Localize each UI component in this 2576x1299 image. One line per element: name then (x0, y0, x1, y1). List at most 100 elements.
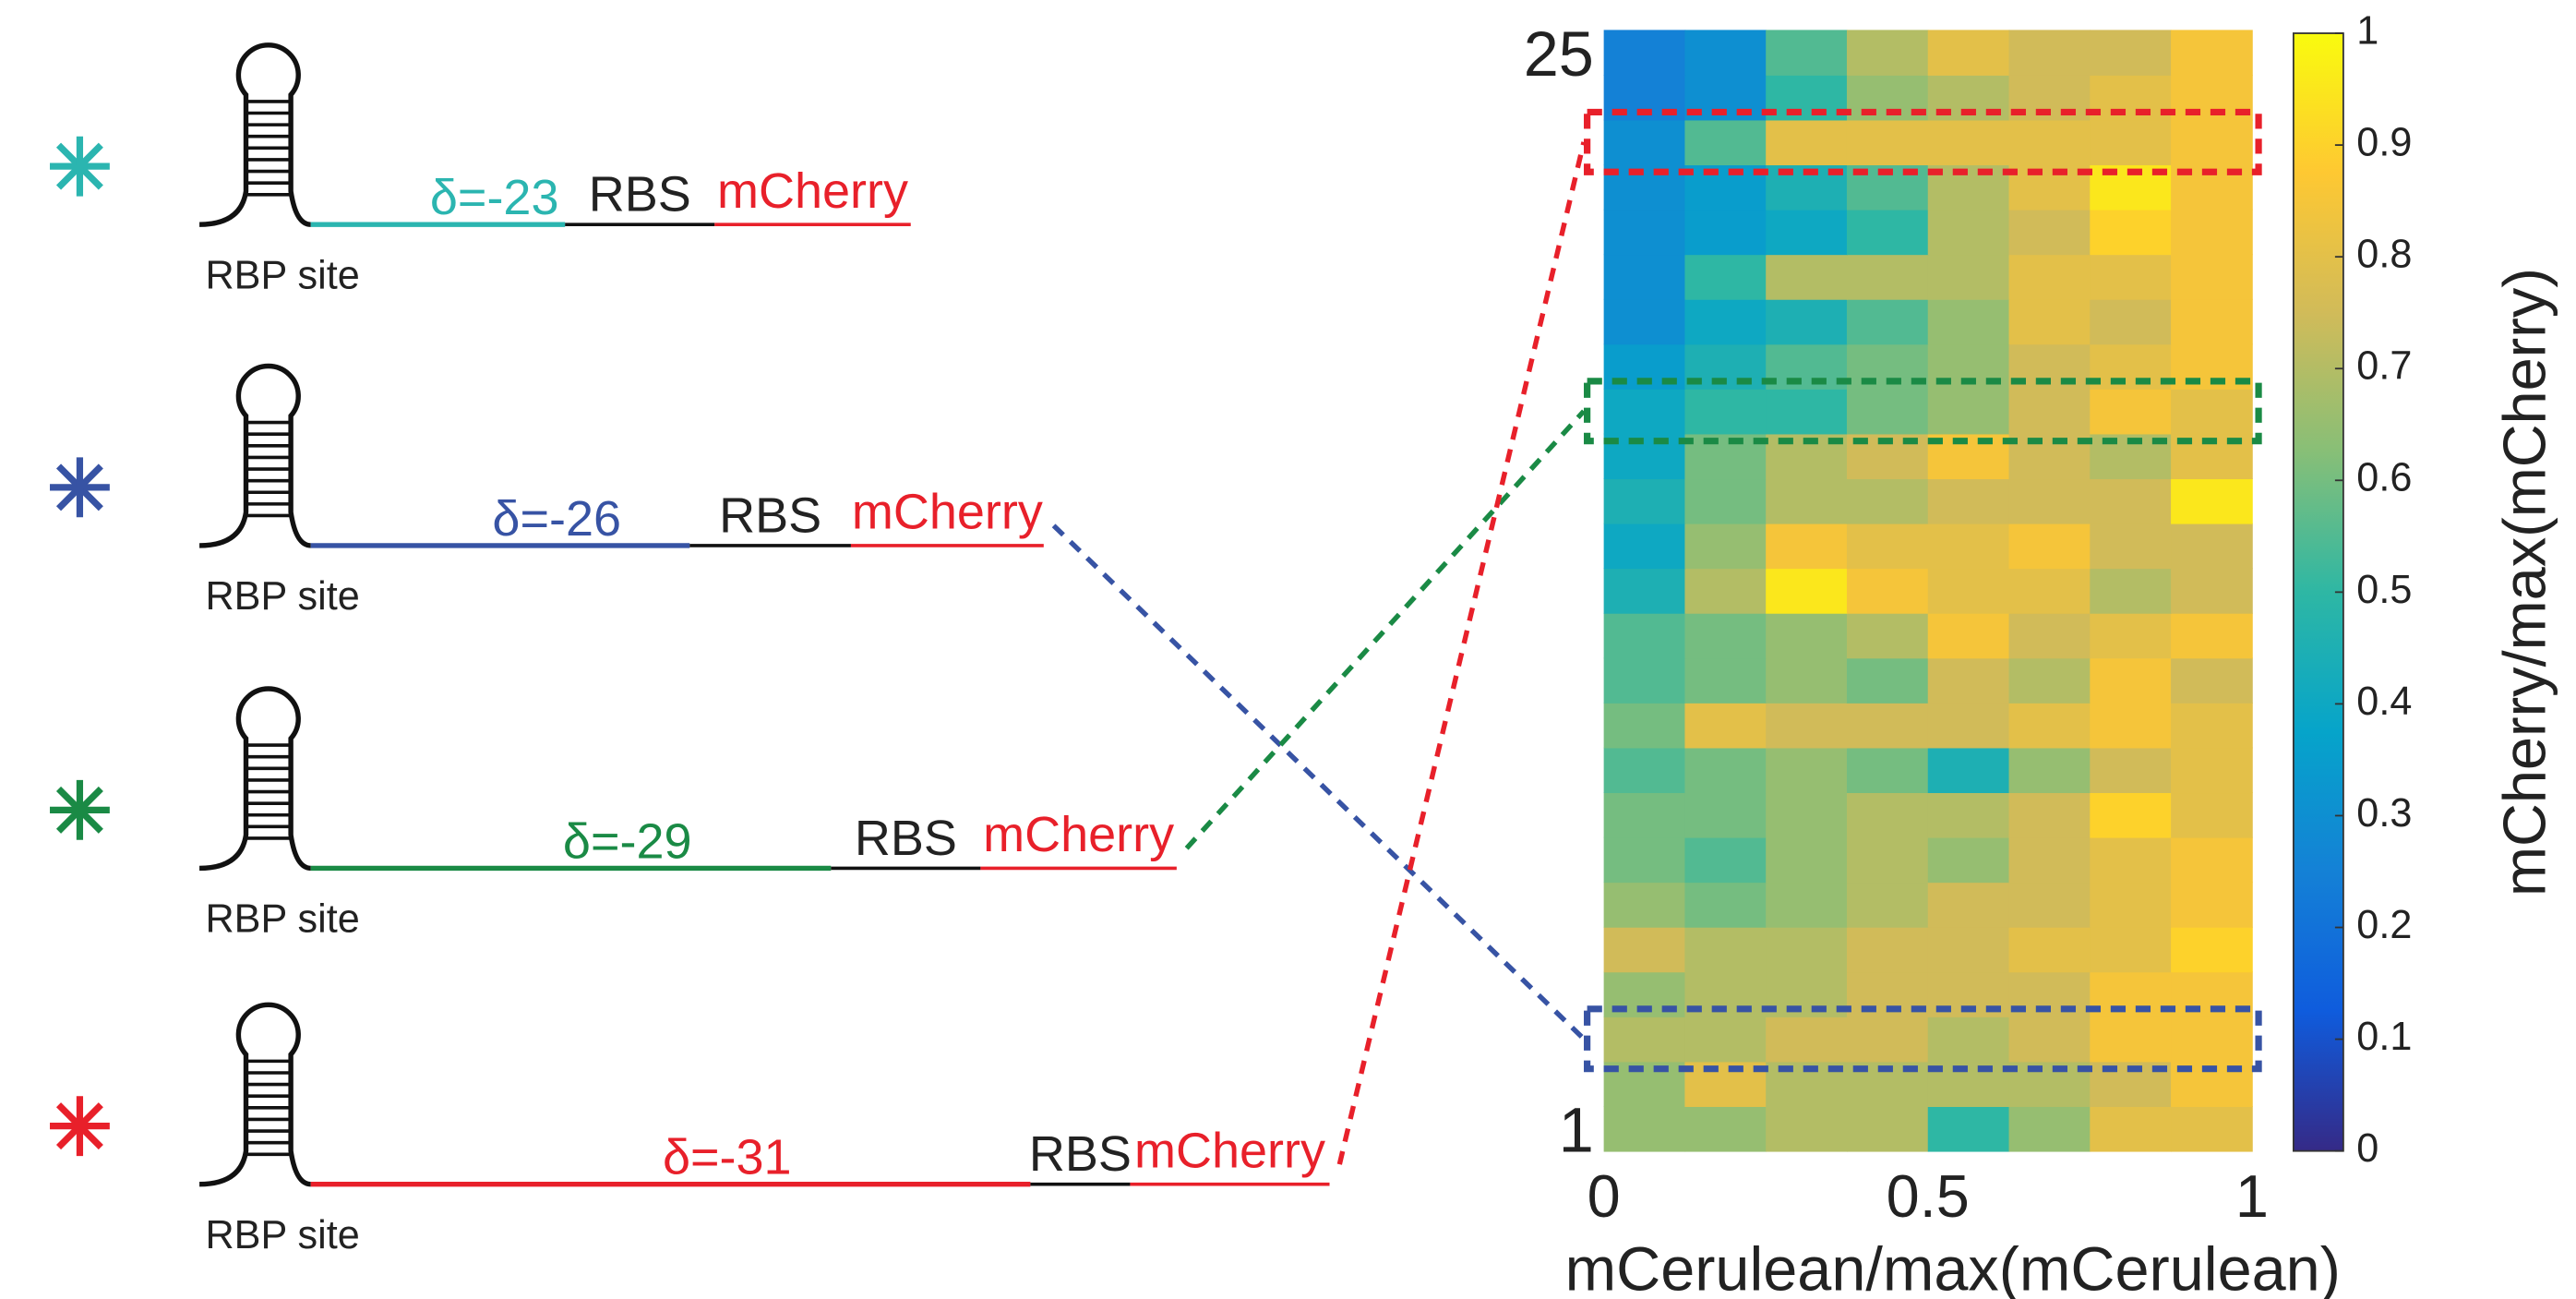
heatmap-cell (2171, 1016, 2253, 1063)
heatmap-cell (1603, 702, 1686, 749)
heatmap-cell (2008, 298, 2091, 345)
heatmap-cell (2008, 657, 2091, 704)
heatmap-cell (1684, 388, 1767, 435)
gene-label: mCherry (717, 163, 908, 219)
heatmap-cell (1846, 254, 1929, 300)
heatmap-cell (1766, 971, 1848, 1017)
heatmap-cell (1684, 164, 1767, 210)
heatmap-cell (1927, 747, 2010, 794)
heatmap-cell (1766, 657, 1848, 704)
heatmap-cell (1603, 926, 1686, 973)
heatmap-cell (2008, 30, 2091, 76)
heatmap-cell (1846, 119, 1929, 166)
construct: δ=-26 RBS mCherry RBP site (50, 363, 1044, 619)
asterisk-stroke (55, 463, 103, 511)
heatmap-cell (2008, 612, 2091, 659)
heatmap-cell (1927, 478, 2010, 524)
heatmap-cell (1603, 882, 1686, 928)
heatmap-cell (2008, 836, 2091, 884)
heatmap-cell (1766, 30, 1848, 76)
heatmap-cell (2090, 74, 2172, 121)
heatmap-cell (2171, 568, 2253, 614)
heatmap-cell (2090, 30, 2172, 76)
hairpin (199, 363, 312, 548)
heatmap-cell (2008, 926, 2091, 973)
x-axis-label: mCerulean/max(mCerulean) (1565, 1236, 2341, 1299)
colorbar-label: mCherry/max(mCherry) (2491, 268, 2558, 896)
highlight-box (1584, 108, 2262, 175)
heatmap-cell (2008, 1061, 2091, 1107)
colorbar-tick-label: 0.1 (2356, 1015, 2412, 1059)
heatmap-cell (2090, 298, 2172, 345)
heatmap-cell (2171, 298, 2253, 345)
connector (1051, 523, 1586, 1041)
heatmap-cell (2171, 612, 2253, 659)
site-label: RBP site (205, 1213, 359, 1257)
heatmap-cell (1603, 388, 1686, 435)
x-tick-label: 0.5 (1887, 1162, 1970, 1230)
heatmap-cell (1766, 1016, 1848, 1063)
heatmap-cell (1684, 702, 1767, 749)
heatmap-cell (1766, 1106, 1848, 1152)
hairpin (199, 1002, 312, 1187)
heatmap-cell (2171, 657, 2253, 704)
heatmap-cell (1846, 1106, 1929, 1152)
heatmap-cell (2171, 478, 2253, 524)
site-label: RBP site (205, 896, 359, 941)
heatmap-cell (1927, 882, 2010, 928)
site-label: RBP site (205, 253, 359, 297)
heatmap-cell (2090, 388, 2172, 435)
heatmap-cell (2171, 119, 2253, 166)
heatmap-cell (2008, 1106, 2091, 1152)
rbs-label: RBS (855, 811, 957, 866)
heatmap-cell (1684, 298, 1767, 345)
heatmap-cell (1684, 926, 1767, 973)
heatmap-cell (1603, 478, 1686, 524)
heatmap-cell (2008, 702, 2091, 749)
heatmap-cell (2008, 882, 2091, 928)
heatmap-cell (1766, 388, 1848, 435)
heatmap-cell (2090, 836, 2172, 884)
x-tick-label: 0 (1588, 1162, 1621, 1230)
heatmap-cell (1846, 1016, 1929, 1063)
heatmap-cell (1684, 30, 1767, 76)
heatmap-cell (1684, 882, 1767, 928)
heatmap-cell (1846, 523, 1929, 570)
heatmap-cell (2008, 478, 2091, 524)
heatmap-cell (1603, 568, 1686, 614)
colorbar-tick-label: 0.5 (2356, 568, 2412, 612)
heatmap-cell (1846, 792, 1929, 838)
heatmap-cell (1927, 1106, 2010, 1152)
heatmap-cell (1927, 926, 2010, 973)
heatmap-cell (1766, 836, 1848, 884)
heatmap-cell (1684, 209, 1767, 256)
heatmap-cell (1846, 657, 1929, 704)
heatmap-cell (1603, 30, 1686, 76)
heatmap-cell (2008, 523, 2091, 570)
heatmap-cell (2008, 568, 2091, 614)
heatmap-cell (1766, 74, 1848, 121)
heatmap-cell (2171, 1106, 2253, 1152)
heatmap-cell (2008, 254, 2091, 300)
heatmap-cell (2090, 254, 2172, 300)
heatmap-cell (2008, 1016, 2091, 1063)
heatmap-cell (2090, 612, 2172, 659)
heatmap-cell (1684, 612, 1767, 659)
heatmap-cell (1927, 298, 2010, 345)
heatmap-cell (1927, 792, 2010, 838)
heatmap-cell (2090, 792, 2172, 838)
heatmap-cell (1684, 1061, 1767, 1107)
gene-label: mCherry (852, 485, 1043, 540)
heatmap-cell (1766, 298, 1848, 345)
delta-label: δ=-26 (492, 491, 621, 547)
heatmap-cell (2090, 747, 2172, 794)
colorbar-tick-label: 0.4 (2356, 680, 2412, 724)
highlight-box (1584, 1005, 2262, 1073)
site-label: RBP site (205, 574, 359, 619)
y-tick-label: 1 (1559, 1095, 1594, 1166)
heatmap-cell (1846, 209, 1929, 256)
heatmap-cell (1684, 523, 1767, 570)
heatmap-cell (2171, 882, 2253, 928)
heatmap-cell (1684, 747, 1767, 794)
heatmap-cell (2090, 971, 2172, 1017)
